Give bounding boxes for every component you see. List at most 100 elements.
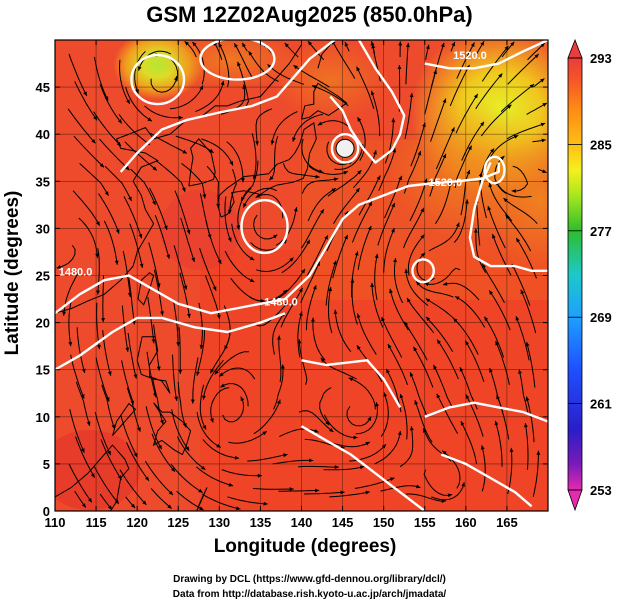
streamline [436, 339, 459, 380]
streamline-arrowhead [509, 447, 514, 452]
streamline-arrowhead [490, 148, 495, 153]
coastline-segment [136, 336, 171, 394]
streamline-arrowhead [498, 73, 503, 78]
streamline-arrowhead [529, 84, 534, 89]
streamline [429, 153, 447, 197]
streamline-arrowhead [325, 420, 330, 426]
streamline [301, 178, 339, 194]
contour-line [119, 40, 336, 173]
streamline [456, 42, 475, 79]
streamline-arrowhead [86, 421, 91, 426]
streamline-arrowhead [386, 368, 390, 374]
streamline [253, 214, 278, 240]
contour-line [424, 401, 548, 423]
streamline-arrowhead [423, 178, 428, 183]
x-tick-label: 135 [250, 515, 272, 530]
streamline-arrowhead [243, 203, 247, 208]
streamline-arrowhead [437, 339, 441, 344]
streamline-arrowhead [465, 394, 470, 399]
streamline [436, 393, 459, 435]
streamline-arrowhead [391, 202, 395, 208]
streamline-arrowhead [96, 290, 100, 295]
streamline-arrowhead [81, 368, 86, 373]
contour-closed [411, 258, 435, 284]
streamline [405, 493, 446, 502]
contour-closed [130, 53, 186, 106]
streamline [150, 132, 188, 154]
streamline-arrowhead [409, 93, 414, 98]
streamline [272, 459, 314, 465]
streamline [152, 379, 164, 425]
streamline-arrowhead [510, 41, 515, 47]
streamline-arrowhead [398, 175, 402, 181]
streamline-arrowhead [450, 127, 455, 132]
streamline [357, 225, 372, 270]
streamline-arrowhead [423, 428, 427, 433]
streamline [328, 286, 333, 334]
streamline [405, 42, 409, 85]
streamline [119, 469, 147, 506]
streamline-arrowhead [190, 399, 195, 404]
streamline [173, 245, 187, 290]
streamline [424, 267, 461, 285]
streamline-arrowhead [390, 477, 395, 482]
streamline [78, 217, 98, 258]
streamline [406, 297, 435, 334]
streamline [180, 217, 195, 263]
streamline-arrowhead [455, 296, 460, 301]
streamline [489, 367, 504, 413]
streamline [329, 491, 370, 498]
streamline [518, 369, 529, 416]
streamline [125, 86, 153, 122]
streamline-arrowhead [470, 42, 475, 47]
x-tick-label: 145 [332, 515, 354, 530]
streamline [332, 234, 349, 279]
streamline [101, 384, 116, 430]
streamline-arrowhead [309, 458, 314, 463]
streamline-arrowhead [115, 229, 120, 234]
streamline-arrowhead [518, 369, 522, 374]
streamline-arrowhead [420, 252, 426, 257]
streamline-arrowhead [381, 317, 385, 322]
streamline [75, 436, 96, 478]
streamline-arrowhead [433, 364, 437, 370]
streamline-arrowhead [117, 475, 122, 480]
streamline-arrowhead [199, 344, 204, 349]
streamline [492, 233, 512, 276]
streamline-arrowhead [277, 335, 281, 340]
streamline-arrowhead [202, 425, 207, 430]
streamline-arrowhead [270, 140, 275, 145]
streamline [74, 81, 98, 121]
streamline [267, 64, 305, 85]
y-tick-label: 10 [36, 410, 50, 425]
streamline-arrowhead [409, 372, 414, 377]
streamline [279, 428, 319, 438]
streamline [255, 108, 273, 146]
streamline-arrowhead [416, 281, 421, 286]
streamline [214, 351, 249, 375]
streamline-arrowhead [114, 499, 119, 504]
streamline-arrowhead [473, 228, 478, 233]
streamline [475, 198, 481, 246]
streamline [428, 222, 460, 252]
streamline [123, 196, 143, 239]
streamline [153, 324, 160, 371]
streamline-arrowhead [255, 141, 259, 146]
streamline [249, 289, 288, 302]
streamline [374, 253, 378, 301]
streamline-arrowhead [170, 467, 175, 472]
streamline-arrowhead [312, 85, 317, 89]
streamline [220, 84, 246, 115]
streamline-arrowhead [224, 345, 228, 350]
coastline-segment [55, 444, 130, 511]
streamline-arrowhead [137, 427, 141, 432]
streamline [399, 393, 408, 440]
streamline [520, 289, 537, 334]
streamline-arrowhead [413, 346, 418, 352]
streamline-arrowhead [297, 339, 302, 344]
streamline [381, 316, 403, 358]
streamline [146, 351, 157, 398]
x-tick-label: 150 [373, 515, 395, 530]
streamline-arrowhead [151, 339, 156, 344]
streamline [384, 117, 394, 164]
